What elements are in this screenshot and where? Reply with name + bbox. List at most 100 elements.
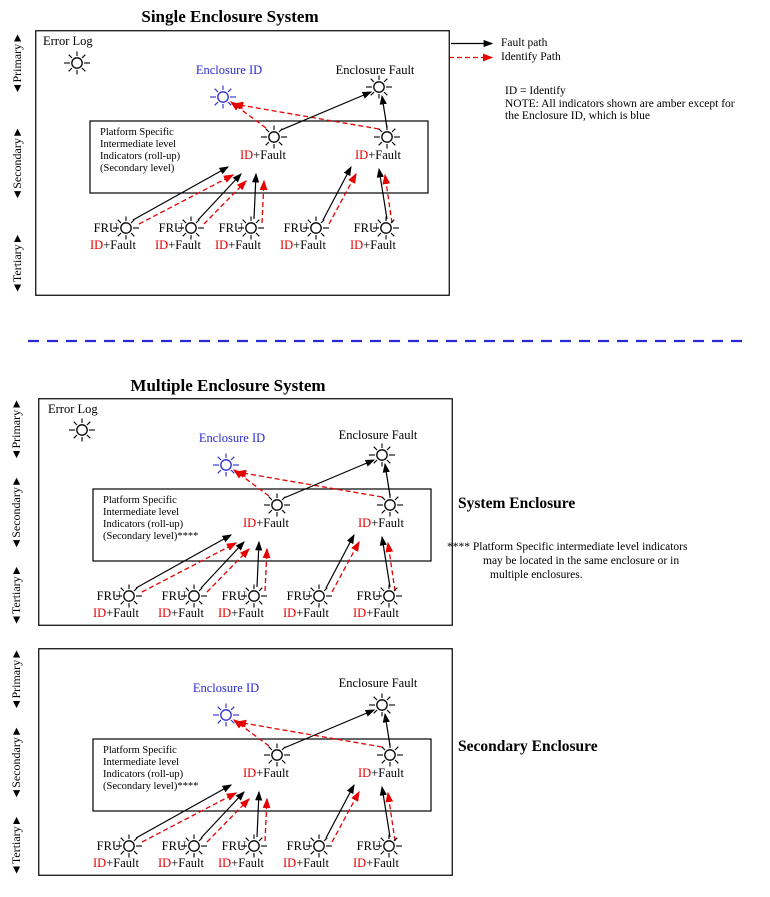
multiple-enclosure-title: Multiple Enclosure System bbox=[130, 376, 326, 395]
id-text: ID bbox=[283, 606, 297, 620]
fru-id-fault-label: ID+Fault bbox=[266, 606, 346, 621]
fault-text: +Fault bbox=[366, 856, 399, 870]
platform-indicators-box bbox=[92, 488, 432, 562]
intermediate-id-fault-label: ID+Fault bbox=[358, 766, 404, 781]
platform-box-line2: Intermediate level bbox=[103, 507, 180, 518]
legend-identify-path-label: Identify Path bbox=[501, 51, 561, 63]
diagram-single-enclosure: Error Log Enclosure ID Enclosure Fault P… bbox=[35, 30, 450, 296]
fault-text: +Fault bbox=[293, 238, 326, 252]
fru-label: FRU bbox=[158, 221, 183, 235]
section-divider bbox=[28, 339, 748, 343]
footnote-line1: **** Platform Specific intermediate leve… bbox=[447, 541, 688, 553]
axis-secondary-label: ◄Secondary► bbox=[8, 475, 23, 550]
single-enclosure-title: Single Enclosure System bbox=[141, 7, 319, 26]
axis-system: ◄Tertiary► ◄Secondary► ◄Primary► bbox=[9, 398, 23, 626]
id-text: ID bbox=[358, 766, 372, 780]
platform-box-text: Platform Specific Intermediate level Ind… bbox=[103, 495, 198, 543]
axis-primary-label: ◄Primary► bbox=[8, 398, 23, 461]
fru-label: FRU bbox=[221, 589, 246, 603]
fault-text: +Fault bbox=[171, 606, 204, 620]
fru-id-fault-label: ID+Fault bbox=[263, 238, 343, 253]
fru-label: FRU bbox=[356, 839, 381, 853]
enclosure-id-label: Enclosure ID bbox=[198, 431, 266, 445]
platform-box-line3: Indicators (roll-up) bbox=[103, 519, 184, 530]
fault-text: +Fault bbox=[296, 856, 329, 870]
fault-text: +Fault bbox=[103, 238, 136, 252]
id-text: ID bbox=[355, 148, 369, 162]
id-text: ID bbox=[93, 856, 107, 870]
fault-text: +Fault bbox=[231, 606, 264, 620]
diagram-secondary-enclosure: Enclosure ID Enclosure Fault Platform Sp… bbox=[38, 648, 453, 876]
enclosure-id-label: Enclosure ID bbox=[195, 63, 263, 77]
enclosure-fault-label: Enclosure Fault bbox=[338, 428, 418, 442]
id-text: ID bbox=[350, 238, 364, 252]
enclosure-outline bbox=[35, 30, 450, 296]
id-text: ID bbox=[90, 238, 104, 252]
fault-text: +Fault bbox=[366, 606, 399, 620]
error-log-indicator-icon bbox=[63, 50, 91, 76]
platform-box-text: Platform Specific Intermediate level Ind… bbox=[103, 745, 198, 793]
id-text: ID bbox=[240, 148, 254, 162]
fault-text: +Fault bbox=[368, 148, 401, 162]
single-enclosure-graphics bbox=[35, 30, 450, 296]
fault-text: +Fault bbox=[228, 238, 261, 252]
fru-label: FRU bbox=[283, 221, 308, 235]
platform-box-line1: Platform Specific bbox=[103, 745, 177, 756]
id-text: ID bbox=[353, 606, 367, 620]
secondary-enclosure-graphics bbox=[38, 648, 453, 876]
platform-box-line4: (Secondary level)**** bbox=[103, 781, 199, 792]
axis-tertiary-label: ◄Tertiary► bbox=[8, 814, 23, 876]
fru-label: FRU bbox=[221, 839, 246, 853]
fru-label: FRU bbox=[353, 221, 378, 235]
footnote-line3: multiple enclosures. bbox=[490, 569, 583, 581]
system-enclosure-heading: System Enclosure bbox=[458, 495, 576, 512]
legend-fault-path-label: Fault path bbox=[501, 37, 548, 49]
intermediate-id-fault-label: ID+Fault bbox=[240, 148, 286, 163]
fru-id-fault-label: ID+Fault bbox=[141, 606, 221, 621]
secondary-enclosure-heading: Secondary Enclosure bbox=[458, 738, 598, 755]
id-text: ID bbox=[358, 516, 372, 530]
footnote-line2: may be located in the same enclosure or … bbox=[483, 555, 680, 567]
enclosure-id-label: Enclosure ID bbox=[192, 681, 260, 695]
enclosure-fault-label: Enclosure Fault bbox=[338, 676, 418, 690]
fru-label: FRU bbox=[161, 839, 186, 853]
axis-single: ◄Tertiary► ◄Secondary► ◄Primary► bbox=[10, 32, 24, 294]
axis-primary-label: ◄Primary► bbox=[8, 648, 23, 711]
fault-text: +Fault bbox=[106, 856, 139, 870]
id-text: ID bbox=[218, 856, 232, 870]
fru-label: FRU bbox=[356, 589, 381, 603]
fru-id-fault-label: ID+Fault bbox=[336, 606, 416, 621]
enclosure-outline bbox=[38, 398, 453, 626]
platform-box-text: Platform Specific Intermediate level Ind… bbox=[100, 127, 180, 175]
fru-id-fault-label: ID+Fault bbox=[336, 856, 416, 871]
system-enclosure-graphics bbox=[38, 398, 453, 626]
platform-box-line1: Platform Specific bbox=[103, 495, 177, 506]
axis-tertiary-label: ◄Tertiary► bbox=[9, 232, 24, 294]
axis-primary-label: ◄Primary► bbox=[9, 32, 24, 95]
enclosure-outline bbox=[38, 648, 453, 876]
intermediate-id-fault-label: ID+Fault bbox=[243, 766, 289, 781]
error-log-label: Error Log bbox=[43, 34, 93, 48]
platform-indicators-box bbox=[92, 738, 432, 812]
platform-box-line1: Platform Specific bbox=[100, 127, 174, 138]
fru-id-fault-label: ID+Fault bbox=[141, 856, 221, 871]
fru-label: FRU bbox=[93, 221, 118, 235]
fru-label: FRU bbox=[161, 589, 186, 603]
fru-id-fault-label: ID+Fault bbox=[76, 856, 156, 871]
diagram-system-enclosure: Error Log Enclosure ID Enclosure Fault P… bbox=[38, 398, 453, 626]
intermediate-id-fault-label: ID+Fault bbox=[243, 516, 289, 531]
fru-id-fault-label: ID+Fault bbox=[76, 606, 156, 621]
axis-tertiary-label: ◄Tertiary► bbox=[8, 564, 23, 626]
id-text: ID bbox=[158, 606, 172, 620]
platform-box-line2: Intermediate level bbox=[103, 757, 180, 768]
fru-label: FRU bbox=[96, 589, 121, 603]
fru-label: FRU bbox=[286, 589, 311, 603]
platform-box-line2: Intermediate level bbox=[100, 139, 177, 150]
id-text: ID bbox=[155, 238, 169, 252]
fru-label: FRU bbox=[218, 221, 243, 235]
fault-text: +Fault bbox=[256, 516, 289, 530]
platform-box-line3: Indicators (roll-up) bbox=[100, 151, 181, 162]
id-text: ID bbox=[93, 606, 107, 620]
fru-label: FRU bbox=[96, 839, 121, 853]
